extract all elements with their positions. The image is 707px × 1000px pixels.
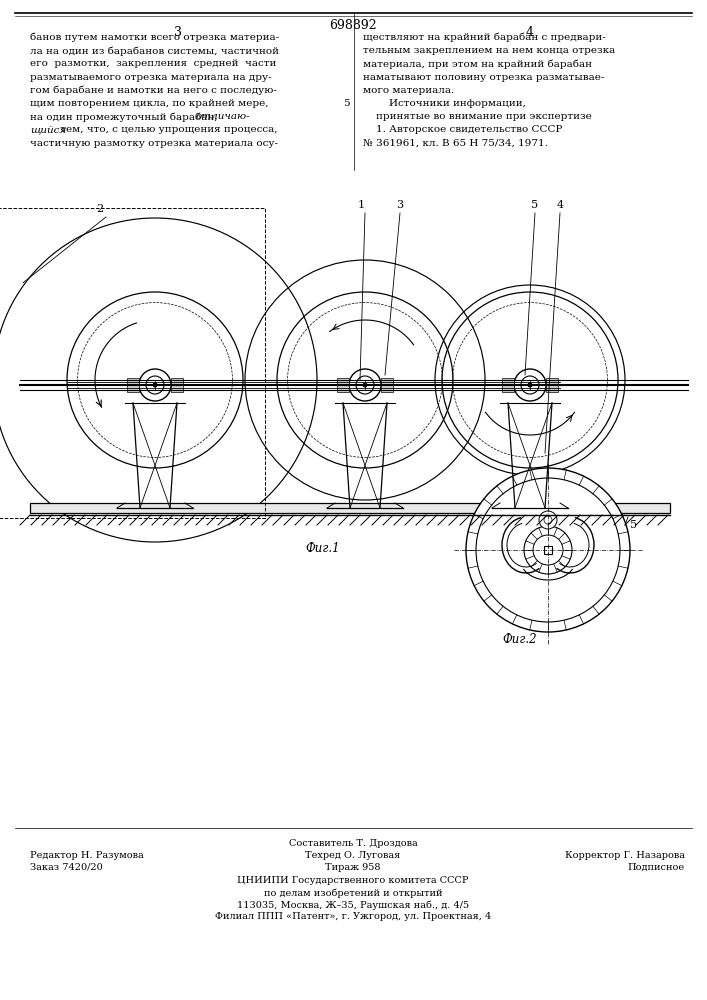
Circle shape	[524, 526, 572, 574]
Text: по делам изобретений и открытий: по делам изобретений и открытий	[264, 888, 443, 898]
Text: Филиал ППП «Патент», г. Ужгород, ул. Проектная, 4: Филиал ППП «Патент», г. Ужгород, ул. Про…	[215, 912, 491, 921]
Circle shape	[476, 478, 620, 622]
Bar	[544, 546, 552, 554]
Circle shape	[544, 516, 552, 524]
Text: 3: 3	[174, 26, 182, 39]
Text: его  размотки,  закрепления  средней  части: его размотки, закрепления средней части	[30, 59, 276, 68]
Text: разматываемого отрезка материала на дру-: разматываемого отрезка материала на дру-	[30, 73, 271, 82]
Text: ла на один из барабанов системы, частичной: ла на один из барабанов системы, частичн…	[30, 46, 279, 56]
Text: Источники информации,: Источники информации,	[363, 99, 526, 108]
Text: 4: 4	[556, 200, 563, 210]
Circle shape	[146, 376, 164, 394]
Text: отличаю-: отличаю-	[196, 112, 250, 121]
Text: 113035, Москва, Ж–35, Раушская наб., д. 4/5: 113035, Москва, Ж–35, Раушская наб., д. …	[237, 900, 469, 910]
Bar	[502, 378, 514, 392]
Text: принятые во внимание при экспертизе: принятые во внимание при экспертизе	[363, 112, 592, 121]
Text: тельным закреплением на нем конца отрезка: тельным закреплением на нем конца отрезк…	[363, 46, 615, 55]
Text: щим повторением цикла, по крайней мере,: щим повторением цикла, по крайней мере,	[30, 99, 269, 108]
Text: 5: 5	[630, 520, 637, 530]
Text: Тираж 958: Тираж 958	[325, 863, 381, 872]
Bar	[30, 503, 670, 513]
Text: № 361961, кл. В 65 Н 75/34, 1971.: № 361961, кл. В 65 Н 75/34, 1971.	[363, 139, 548, 148]
Circle shape	[153, 382, 158, 387]
Circle shape	[521, 376, 539, 394]
Text: Фиг.2: Фиг.2	[502, 633, 537, 646]
Text: 698892: 698892	[329, 19, 377, 32]
Circle shape	[539, 511, 557, 529]
Text: щийся: щийся	[30, 125, 66, 134]
Circle shape	[349, 369, 381, 401]
Text: Составитель Т. Дроздова: Составитель Т. Дроздова	[288, 839, 417, 848]
Text: 3: 3	[397, 200, 404, 210]
Bar	[127, 378, 139, 392]
Text: частичную размотку отрезка материала осу-: частичную размотку отрезка материала осу…	[30, 139, 278, 148]
Text: материала, при этом на крайний барабан: материала, при этом на крайний барабан	[363, 59, 592, 69]
Text: 4: 4	[526, 26, 534, 39]
Bar	[381, 378, 393, 392]
Circle shape	[533, 535, 563, 565]
Text: 2: 2	[96, 204, 103, 214]
Text: 1: 1	[358, 200, 365, 210]
Text: Техред О. Луговая: Техред О. Луговая	[305, 851, 401, 860]
Text: Заказ 7420/20: Заказ 7420/20	[30, 863, 103, 872]
Bar	[337, 378, 349, 392]
Text: банов путем намотки всего отрезка материа-: банов путем намотки всего отрезка матери…	[30, 33, 279, 42]
Text: Редактор Н. Разумова: Редактор Н. Разумова	[30, 851, 144, 860]
Circle shape	[466, 468, 630, 632]
Text: ЦНИИПИ Государственного комитета СССР: ЦНИИПИ Государственного комитета СССР	[238, 876, 469, 885]
Text: 5: 5	[344, 99, 350, 108]
Circle shape	[514, 369, 546, 401]
Bar	[546, 378, 558, 392]
Text: тем, что, с целью упрощения процесса,: тем, что, с целью упрощения процесса,	[57, 125, 278, 134]
Text: ществляют на крайний барабан с предвари-: ществляют на крайний барабан с предвари-	[363, 33, 606, 42]
Text: на один промежуточный барабан,: на один промежуточный барабан,	[30, 112, 221, 122]
Text: наматывают половину отрезка разматывае-: наматывают половину отрезка разматывае-	[363, 73, 604, 82]
Text: 1. Авторское свидетельство СССР: 1. Авторское свидетельство СССР	[363, 125, 562, 134]
Text: мого материала.: мого материала.	[363, 86, 455, 95]
Text: Подписное: Подписное	[628, 863, 685, 872]
Circle shape	[363, 382, 368, 387]
Text: гом барабане и намотки на него с последую-: гом барабане и намотки на него с последу…	[30, 86, 277, 95]
Text: Корректор Г. Назарова: Корректор Г. Назарова	[565, 851, 685, 860]
Text: 5: 5	[532, 200, 539, 210]
Bar	[0, 208, 265, 518]
Circle shape	[527, 382, 532, 387]
Circle shape	[356, 376, 374, 394]
Bar	[171, 378, 183, 392]
Text: Фиг.1: Фиг.1	[305, 542, 339, 555]
Circle shape	[139, 369, 171, 401]
